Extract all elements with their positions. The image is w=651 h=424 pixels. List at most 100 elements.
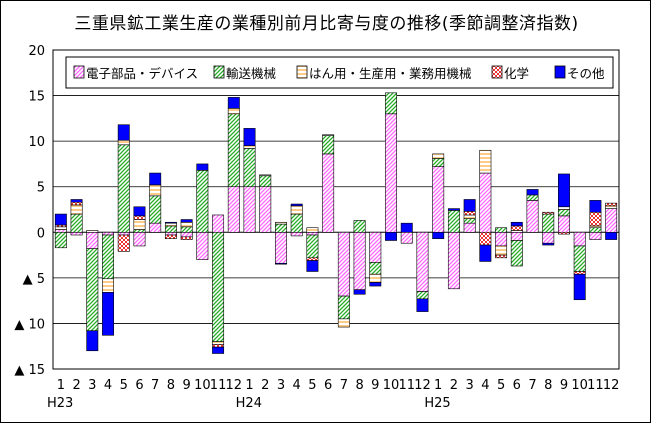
bar-segment xyxy=(542,231,555,244)
y-tick-label: 20 xyxy=(28,44,45,59)
bar-segment xyxy=(290,205,303,215)
x-tick-label: 9 xyxy=(560,378,568,393)
bar-segment xyxy=(259,174,272,177)
bar-segment xyxy=(102,234,114,280)
bar-segment xyxy=(164,231,177,236)
bar-segment xyxy=(479,149,492,174)
bar-segment xyxy=(180,231,193,238)
bar-segment xyxy=(117,234,130,252)
x-tick-label: 11 xyxy=(210,378,227,393)
bar-segment xyxy=(510,240,523,267)
x-tick-label: 2 xyxy=(450,378,458,393)
legend-label: はん用・生産用・業務用機械 xyxy=(309,66,472,81)
bar-segment xyxy=(447,208,460,211)
bar-segment xyxy=(573,273,586,301)
bar-segment xyxy=(259,175,272,188)
chart-title: 三重県鉱工業生産の業種別前月比寄与度の推移(季節調整済指数) xyxy=(74,14,579,34)
bar-segment xyxy=(86,231,99,249)
bar-segment xyxy=(479,244,492,262)
bar-segment xyxy=(70,201,83,206)
bar-segment xyxy=(589,211,602,227)
bar-segment xyxy=(149,172,162,186)
legend: 電子部品・デバイス 輸送機械 はん用・生産用・業務用機械 化学 その他 xyxy=(65,56,614,89)
bar-segment xyxy=(133,206,146,217)
bar-segment xyxy=(180,236,193,240)
bar-segment xyxy=(400,222,413,233)
bar-segment xyxy=(510,221,523,227)
x-tick-label: 3 xyxy=(277,378,285,393)
x-tick-label: 7 xyxy=(340,378,348,393)
bar-segment xyxy=(290,203,303,207)
bar-segment xyxy=(117,139,130,146)
x-tick-label: 6 xyxy=(135,378,143,393)
bar-segment xyxy=(322,153,335,233)
y-tick-label: 15 xyxy=(28,90,45,105)
bar-segment xyxy=(227,108,240,115)
bar-segment xyxy=(510,225,523,231)
x-tick-label: 2 xyxy=(72,378,80,393)
bar-segment xyxy=(495,227,508,233)
bar-segment xyxy=(149,222,162,233)
bar-segment xyxy=(117,231,130,236)
y-tick-label: ▲ 10 xyxy=(14,317,45,332)
bar-segment xyxy=(180,226,193,233)
legend-swatch xyxy=(73,65,85,79)
bar-segment xyxy=(589,231,602,240)
bar-segment xyxy=(227,113,240,188)
bar-segment xyxy=(259,186,272,233)
x-tick-label: 8 xyxy=(167,378,175,393)
bar-segment xyxy=(369,282,382,287)
x-tick-label: 5 xyxy=(120,378,128,393)
y-tick-label: 10 xyxy=(28,135,45,150)
bar-segment xyxy=(605,208,618,233)
bar-segment xyxy=(70,231,83,236)
bar-segment xyxy=(86,330,99,352)
bar-segment xyxy=(54,226,67,230)
bar-segment xyxy=(605,202,618,207)
bar-segment xyxy=(102,278,114,293)
bar-segment xyxy=(495,231,508,247)
bar-segment xyxy=(385,92,397,115)
x-tick-label: 10 xyxy=(383,378,400,393)
year-label: H25 xyxy=(424,396,450,411)
x-tick-label: 6 xyxy=(324,378,332,393)
bar-segment xyxy=(227,97,240,109)
bar-segment xyxy=(337,318,350,328)
bar-segment xyxy=(573,231,586,247)
bar-segment xyxy=(605,231,618,240)
bar-segment xyxy=(589,200,602,213)
bar-segment xyxy=(432,231,445,239)
bar-segment xyxy=(463,199,476,212)
bar-segment xyxy=(432,158,445,167)
bar-segment xyxy=(133,231,146,247)
bar-segment xyxy=(416,298,429,312)
x-tick-label: 6 xyxy=(513,378,521,393)
bar-segment xyxy=(275,231,287,264)
bar-segment xyxy=(212,341,225,345)
x-tick-label: 11 xyxy=(398,378,415,393)
bar-segment xyxy=(212,231,225,342)
bar-segment xyxy=(479,231,492,246)
x-tick-label: 11 xyxy=(587,378,604,393)
bar-segment xyxy=(306,227,319,233)
bar-segment xyxy=(306,231,319,236)
bar-segment xyxy=(369,231,382,263)
legend-label: 化学 xyxy=(504,66,529,81)
bar-segment xyxy=(117,124,130,141)
bar-segment xyxy=(322,134,335,136)
bar-segment xyxy=(180,221,193,228)
bar-segment xyxy=(196,170,209,233)
x-tick-label: 12 xyxy=(414,378,431,393)
bar-segment xyxy=(558,215,570,233)
legend-swatch xyxy=(296,65,308,79)
x-tick-label: 3 xyxy=(88,378,96,393)
bar-segment xyxy=(54,213,67,226)
bar-segment xyxy=(133,229,146,233)
bar-segment xyxy=(463,214,476,219)
x-tick-label: 7 xyxy=(151,378,159,393)
bar-segment xyxy=(227,186,240,233)
x-tick-label: 9 xyxy=(371,378,379,393)
bar-segment xyxy=(416,291,429,300)
